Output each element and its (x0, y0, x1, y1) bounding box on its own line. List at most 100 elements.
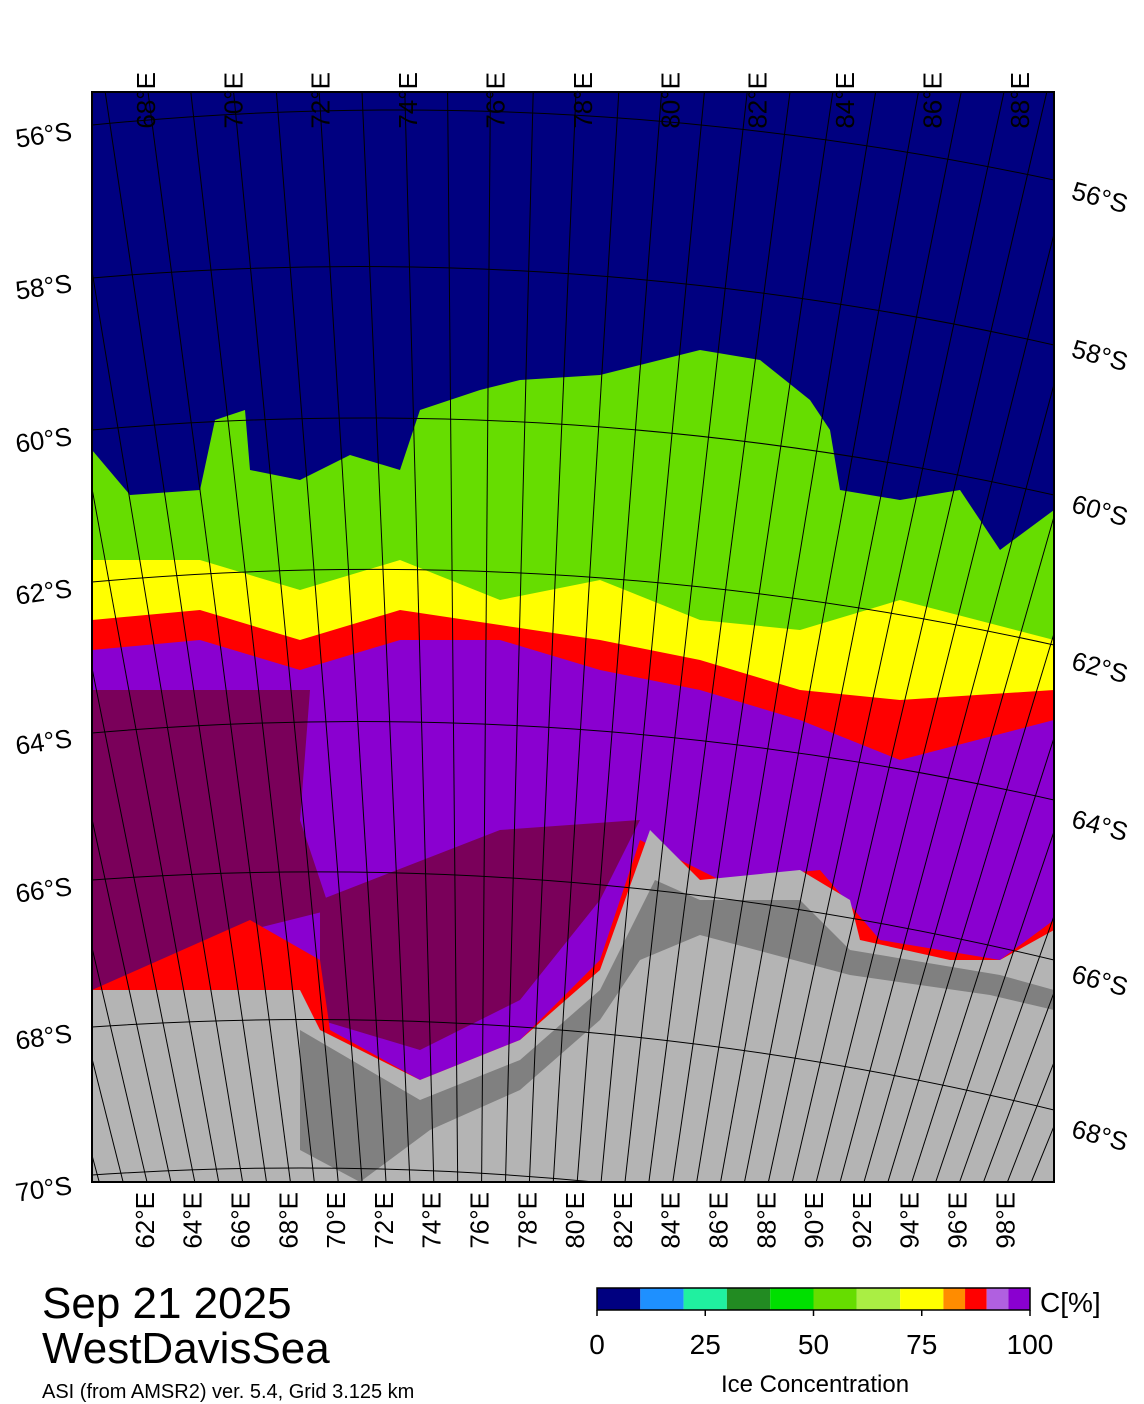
lat-label-left: 64°S (13, 723, 73, 761)
lon-label-top: 88°E (1005, 72, 1035, 129)
longitude-line (275, 92, 363, 1182)
lon-label-bottom: 74°E (417, 1192, 447, 1249)
longitude-line (648, 92, 791, 1182)
lon-label-bottom: 68°E (273, 1192, 303, 1249)
lat-label-left: 68°S (13, 1018, 73, 1056)
lon-label-bottom: 88°E (751, 1192, 781, 1249)
lat-label-left: 70°S (13, 1170, 73, 1208)
colorbar: 0 25 50 75 100 (589, 1287, 1054, 1360)
longitude-line (0, 92, 28, 1182)
longitude-line (767, 92, 1005, 1182)
colorbar-segment (726, 1288, 771, 1310)
lat-label-left: 66°S (13, 871, 73, 909)
lon-label-top: 84°E (830, 72, 860, 129)
lon-label-top: 82°E (743, 72, 773, 129)
longitude-line (935, 829, 1054, 1182)
lat-label-right: 66°S (1069, 958, 1132, 1002)
longitude-line (887, 631, 1054, 1182)
colorbar-tick-label: 100 (1007, 1329, 1054, 1360)
lon-label-top: 86°E (917, 72, 947, 129)
longitude-line (600, 92, 705, 1182)
colorbar-segment (1008, 1288, 1030, 1310)
latitude-line (92, 1167, 600, 1182)
longitude-line (863, 514, 1054, 1182)
lon-label-bottom: 78°E (512, 1192, 542, 1249)
lon-label-top: 80°E (655, 72, 685, 129)
lon-label-bottom: 72°E (369, 1192, 399, 1249)
lon-label-bottom: 84°E (656, 1192, 686, 1249)
colorbar-segment (770, 1288, 814, 1310)
longitude-line (528, 92, 577, 1182)
latitude-line (92, 266, 1054, 346)
lat-label-right: 60°S (1069, 488, 1132, 532)
lon-label-bottom: 76°E (464, 1192, 494, 1249)
colorbar-segment (683, 1288, 727, 1310)
latitude-line (92, 568, 1054, 646)
latitude-line (92, 871, 1054, 961)
longitude-line (92, 485, 220, 1182)
colorbar-tick-label: 25 (690, 1329, 721, 1360)
colorbar-unit: C[%] (1040, 1287, 1101, 1318)
longitude-line (481, 92, 491, 1182)
longitude-line (983, 991, 1054, 1182)
longitude-line (318, 92, 387, 1182)
date: Sep 21 2025 (42, 1279, 292, 1328)
lon-label-top: 74°E (393, 72, 423, 129)
lat-label-right: 68°S (1069, 1113, 1132, 1157)
lon-label-top: 68°E (131, 72, 161, 129)
ice-shelf (300, 880, 1054, 1182)
region: WestDavisSea (42, 1324, 330, 1373)
lat-label-right: 58°S (1069, 333, 1132, 377)
longitude-line (624, 92, 748, 1182)
longitude-line (1079, 92, 1144, 1182)
lon-label-top: 70°E (218, 72, 248, 129)
map (0, 92, 1144, 1182)
ice-maroon (92, 690, 330, 990)
colorbar-segment (813, 1288, 857, 1310)
colorbar-segment (597, 1288, 641, 1310)
longitude-line (505, 92, 534, 1182)
lon-label-top: 76°E (480, 72, 510, 129)
colorbar-segment (640, 1288, 684, 1310)
longitude-line (447, 92, 459, 1182)
lon-label-bottom: 98°E (990, 1192, 1020, 1249)
colorbar-tick-label: 0 (589, 1329, 605, 1360)
longitude-line (672, 92, 834, 1182)
longitude-line (147, 92, 291, 1182)
lon-label-bottom: 62°E (130, 1192, 160, 1249)
lon-label-bottom: 92°E (847, 1192, 877, 1249)
longitude-line (0, 92, 4, 1182)
colorbar-tick-label: 75 (906, 1329, 937, 1360)
source-note: ASI (from AMSR2) ver. 5.4, Grid 3.125 km (42, 1381, 414, 1403)
longitude-line (361, 92, 411, 1182)
longitude-line (720, 92, 919, 1182)
longitude-line (233, 92, 339, 1182)
lon-label-top: 78°E (568, 72, 598, 129)
lon-label-top: 72°E (306, 72, 336, 129)
lat-label-left: 62°S (13, 573, 73, 611)
lon-label-bottom: 80°E (560, 1192, 590, 1249)
longitude-line (190, 92, 315, 1182)
lat-label-left: 58°S (13, 268, 73, 306)
ice-maroon (320, 820, 640, 1050)
longitude-line (839, 382, 1054, 1182)
lon-label-bottom: 90°E (799, 1192, 829, 1249)
longitude-line (744, 92, 962, 1182)
colorbar-tick-label: 50 (798, 1329, 829, 1360)
lon-label-bottom: 86°E (703, 1192, 733, 1249)
coordinate-labels: 68°E 70°E 72°E 74°E 76°E 78°E 80°E 82°E 84°E 86°E… (13, 72, 1131, 1249)
longitude-line (959, 914, 1054, 1182)
lon-label-bottom: 96°E (942, 1192, 972, 1249)
longitude-line (1127, 92, 1144, 1182)
longitude-line (791, 92, 1048, 1182)
lat-label-left: 56°S (13, 116, 73, 154)
longitude-line (404, 92, 435, 1182)
longitude-line (815, 231, 1054, 1182)
lon-label-bottom: 66°E (225, 1192, 255, 1249)
lat-label-right: 56°S (1069, 175, 1132, 219)
longitude-line (1055, 92, 1144, 1182)
colorbar-label: Ice Concentration (721, 1371, 909, 1398)
latitude-line (92, 109, 1054, 181)
longitude-line (92, 1153, 100, 1182)
